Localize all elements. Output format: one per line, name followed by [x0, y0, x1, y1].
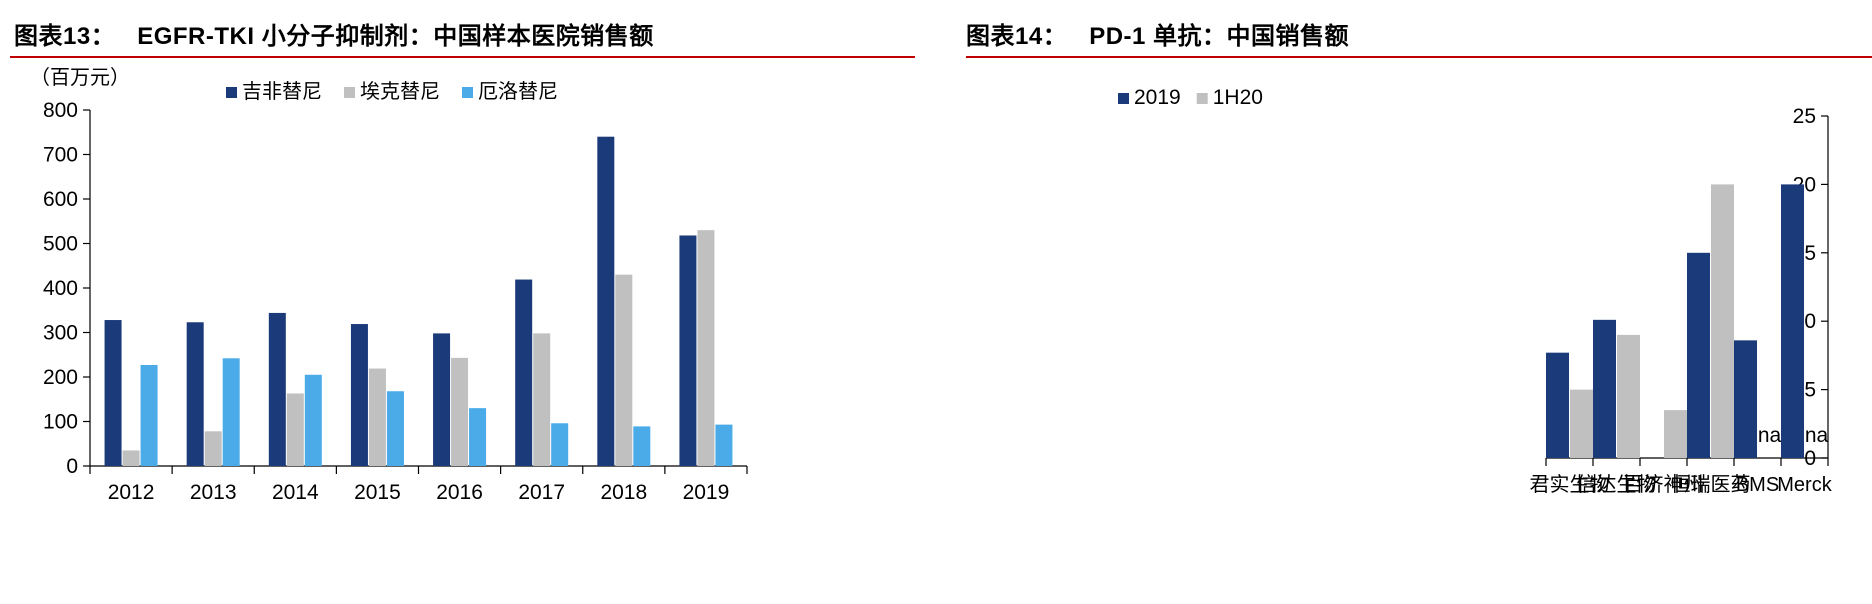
y-tick-label: 25 — [1793, 105, 1816, 128]
x-category-label: 2016 — [436, 481, 483, 504]
bar-吉非替尼-2012 — [104, 320, 122, 466]
bar-厄洛替尼-2016 — [469, 408, 487, 466]
bar-2019-恒瑞医药 — [1687, 252, 1710, 458]
bar-吉非替尼-2016 — [433, 333, 451, 466]
bar-厄洛替尼-2018 — [633, 426, 651, 466]
title-rule — [10, 56, 915, 58]
figure-title-text: PD-1 单抗：中国销售额 — [1089, 23, 1350, 50]
legend-label-0: 2019 — [1134, 86, 1181, 109]
x-category-label: 君实生物 — [1530, 473, 1610, 496]
figure-title-text: EGFR-TKI 小分子抑制剂：中国样本医院销售额 — [137, 23, 654, 50]
egfr-bar-chart: （百万元） 吉非替尼 埃克替尼 厄洛替尼 0 100 200 300 400 500 600 700 8… — [30, 66, 748, 504]
figure-title: 图表13： EGFR-TKI 小分子抑制剂：中国样本医院销售额 — [14, 16, 676, 51]
pd1-bar-chart: （亿元）20191H200510152025naMercknaBMS恒瑞医药百济… — [1118, 86, 1833, 496]
bar-吉非替尼-2019 — [679, 235, 697, 466]
bar-2019-信达生物 — [1593, 319, 1616, 458]
bar-厄洛替尼-2014 — [304, 374, 322, 466]
legend-label-1: 1H20 — [1213, 86, 1263, 109]
bar-1H20-百济神州 — [1664, 410, 1687, 458]
bar-厄洛替尼-2013 — [222, 358, 240, 466]
bar-1H20-君实生物 — [1570, 389, 1593, 458]
x-category-label: 2015 — [354, 481, 401, 504]
x-category-label: 百济神州 — [1624, 473, 1704, 496]
bar-厄洛替尼-2015 — [386, 391, 404, 466]
x-category-label: Merck — [1777, 474, 1832, 496]
x-category-label: 2012 — [108, 481, 155, 504]
y-tick-label: 200 — [43, 366, 78, 389]
bar-埃克替尼-2015 — [368, 368, 386, 466]
y-tick-label: 300 — [43, 322, 78, 345]
figure-label: 图表14： — [966, 23, 1068, 50]
y-tick-label: 0 — [66, 455, 78, 478]
x-category-label: 信达生物 — [1577, 473, 1657, 496]
bar-埃克替尼-2019 — [697, 230, 715, 466]
x-category-label: 2018 — [600, 481, 647, 504]
x-category-label: BMS — [1736, 474, 1779, 496]
legend-swatch-1 — [1196, 93, 1208, 104]
legend-swatch-1 — [344, 87, 355, 98]
chart-panel-egfr: 图表13： EGFR-TKI 小分子抑制剂：中国样本医院销售额 （百万元） 吉非替尼… — [0, 0, 920, 604]
title-rule — [966, 56, 1872, 58]
bar-埃克替尼-2017 — [533, 333, 551, 466]
figure-title: 图表14： PD-1 单抗：中国销售额 — [966, 16, 1371, 51]
bar-厄洛替尼-2017 — [551, 423, 569, 466]
x-category-label: 2017 — [518, 481, 565, 504]
bar-埃克替尼-2018 — [615, 274, 633, 466]
bar-埃克替尼-2013 — [204, 431, 222, 466]
data-annotation: na — [1758, 424, 1782, 447]
y-tick-label: 600 — [43, 188, 78, 211]
bar-埃克替尼-2016 — [451, 357, 469, 466]
x-category-label: 恒瑞医药 — [1671, 473, 1751, 496]
bar-吉非替尼-2013 — [186, 322, 204, 466]
bar-吉非替尼-2018 — [597, 136, 615, 466]
bar-2019-君实生物 — [1546, 352, 1569, 458]
bar-厄洛替尼-2019 — [715, 424, 733, 466]
x-category-label: 2013 — [190, 481, 237, 504]
y-tick-label: 400 — [43, 277, 78, 300]
x-category-label: 2019 — [683, 481, 730, 504]
data-annotation: na — [1805, 424, 1829, 447]
bar-厄洛替尼-2012 — [140, 364, 158, 466]
bar-2019-Merck — [1781, 184, 1804, 458]
legend-label-2: 厄洛替尼 — [478, 80, 558, 103]
y-tick-label: 500 — [43, 233, 78, 256]
bar-1H20-恒瑞医药 — [1711, 184, 1734, 458]
bar-吉非替尼-2017 — [515, 279, 533, 466]
legend-label-0: 吉非替尼 — [242, 80, 322, 103]
y-unit-label: （百万元） — [30, 66, 130, 89]
bar-2019-BMS — [1734, 340, 1757, 458]
y-tick-label: 5 — [1804, 379, 1816, 402]
y-tick-label: 700 — [43, 144, 78, 167]
legend-swatch-2 — [462, 87, 473, 98]
bar-埃克替尼-2012 — [122, 450, 140, 466]
bar-1H20-信达生物 — [1617, 334, 1640, 458]
chart-panel-pd1: 图表14：PD-1 单抗：中国销售额 （亿元）20191H20051015202… — [960, 0, 1872, 604]
legend-swatch-0 — [226, 87, 237, 98]
legend-label-1: 埃克替尼 — [360, 80, 440, 103]
legend-swatch-0 — [1118, 93, 1129, 104]
bar-吉非替尼-2014 — [268, 312, 286, 466]
y-tick-label: 800 — [43, 99, 78, 122]
figure-label: 图表13： — [14, 23, 116, 50]
x-category-label: 2014 — [272, 481, 319, 504]
bar-吉非替尼-2015 — [350, 324, 368, 466]
bar-埃克替尼-2014 — [286, 393, 304, 466]
y-tick-label: 100 — [43, 411, 78, 434]
